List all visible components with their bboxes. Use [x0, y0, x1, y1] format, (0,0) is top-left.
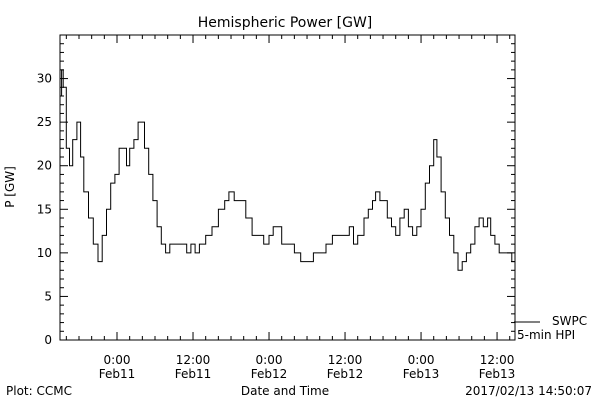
y-tick-label: 10: [37, 246, 52, 260]
x-tick-label-date: Feb11: [175, 367, 212, 381]
x-tick-label-date: Feb12: [327, 367, 364, 381]
y-tick-label: 15: [37, 202, 52, 216]
x-tick-label-date: Feb13: [479, 367, 516, 381]
legend-label-line2: 5-min HPI: [517, 328, 575, 342]
x-tick-label-time: 0:00: [256, 353, 283, 367]
x-tick-label-time: 12:00: [328, 353, 363, 367]
y-axis: 0 5 10 15 20 25 30: [37, 34, 515, 347]
y-axis-label: P [GW]: [3, 166, 17, 208]
plot-credit: Plot: CCMC: [6, 384, 72, 398]
chart-title: Hemispheric Power [GW]: [198, 15, 373, 31]
x-tick-label-date: Feb12: [251, 367, 288, 381]
y-tick-label: 0: [44, 333, 52, 347]
y-tick-label: 5: [44, 289, 52, 303]
x-tick-label-time: 12:00: [176, 353, 211, 367]
x-tick-label-date: Feb13: [403, 367, 440, 381]
x-tick-label-date: Feb11: [99, 367, 136, 381]
y-tick-label: 25: [37, 115, 52, 129]
x-tick-label-time: 0:00: [408, 353, 435, 367]
plot-timestamp: 2017/02/13 14:50:07: [465, 384, 592, 398]
series-line-hemispheric-power: [60, 69, 515, 271]
x-axis: 0:00Feb1112:00Feb110:00Feb1212:00Feb120:…: [65, 35, 516, 381]
x-tick-label-time: 12:00: [480, 353, 515, 367]
x-tick-label-time: 0:00: [104, 353, 131, 367]
legend: SWPC 5-min HPI: [514, 314, 587, 342]
legend-label-line1: SWPC: [552, 314, 587, 328]
x-axis-label: Date and Time: [241, 384, 329, 398]
y-tick-label: 30: [37, 72, 52, 86]
y-tick-label: 20: [37, 159, 52, 173]
plot-area-frame: [59, 34, 516, 341]
